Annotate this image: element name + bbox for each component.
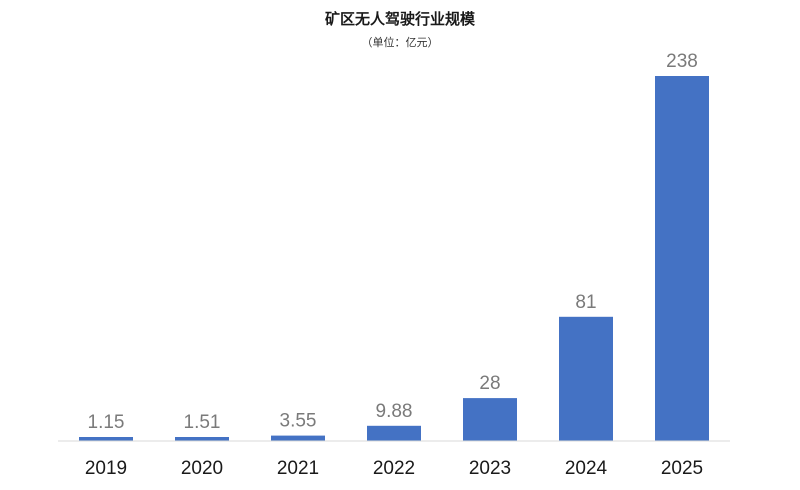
bar-2023 [463, 398, 517, 441]
data-label-2022: 9.88 [376, 401, 413, 422]
data-labels-layer: 1.15 1.51 3.55 9.88 28 81 238 [88, 51, 698, 433]
data-label-2019: 1.15 [88, 412, 125, 433]
chart-subtitle: （单位：亿元） [362, 35, 439, 49]
data-label-2025: 238 [666, 51, 698, 72]
bars-layer [79, 76, 709, 441]
x-tick-label-2020: 2020 [181, 458, 223, 479]
x-tick-label-2022: 2022 [373, 458, 415, 479]
x-tick-label-2025: 2025 [661, 458, 703, 479]
x-tick-label-2021: 2021 [277, 458, 319, 479]
data-label-2021: 3.55 [280, 411, 317, 432]
x-tick-labels-layer: 2019 2020 2021 2022 2023 2024 2025 [85, 458, 703, 479]
data-label-2023: 28 [479, 373, 500, 394]
x-tick-label-2023: 2023 [469, 458, 511, 479]
x-tick-label-2019: 2019 [85, 458, 127, 479]
x-tick-label-2024: 2024 [565, 458, 608, 479]
bar-2019 [79, 437, 133, 441]
bar-2021 [271, 435, 325, 441]
chart-title: 矿区无人驾驶行业规模 [325, 10, 476, 28]
data-label-2020: 1.51 [184, 412, 221, 433]
bar-2022 [367, 425, 421, 441]
bar-2024 [559, 316, 613, 441]
bar-2020 [175, 437, 229, 441]
data-label-2024: 81 [575, 292, 596, 313]
bar-2025 [655, 76, 709, 441]
